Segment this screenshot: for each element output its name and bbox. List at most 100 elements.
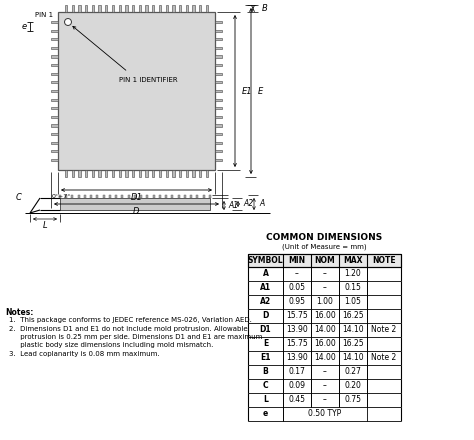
Bar bbox=[173, 170, 174, 177]
Text: 1.  This package conforms to JEDEC reference MS-026, Variation AED.: 1. This package conforms to JEDEC refere… bbox=[9, 317, 252, 323]
Text: –: – bbox=[323, 269, 327, 279]
Bar bbox=[199, 5, 201, 12]
Bar bbox=[139, 170, 141, 177]
Bar bbox=[248, 379, 401, 393]
Text: B: B bbox=[262, 4, 268, 13]
Text: protrusion is 0.25 mm per side. Dimensions D1 and E1 are maximum: protrusion is 0.25 mm per side. Dimensio… bbox=[9, 334, 263, 340]
Text: MIN: MIN bbox=[289, 256, 306, 265]
Bar bbox=[215, 81, 222, 84]
Bar bbox=[85, 5, 87, 12]
Bar bbox=[85, 170, 87, 177]
Bar bbox=[51, 38, 58, 40]
Text: D: D bbox=[133, 206, 140, 216]
Bar bbox=[146, 170, 148, 177]
Bar bbox=[51, 29, 58, 32]
Bar bbox=[118, 170, 121, 177]
Text: B: B bbox=[263, 367, 268, 377]
Bar bbox=[215, 29, 222, 32]
Bar bbox=[197, 195, 199, 198]
Text: –: – bbox=[323, 367, 327, 377]
Bar bbox=[115, 195, 117, 198]
Bar bbox=[105, 5, 108, 12]
Bar bbox=[58, 12, 215, 170]
Text: e: e bbox=[21, 22, 27, 31]
Text: 16.00: 16.00 bbox=[314, 312, 336, 320]
Bar bbox=[92, 170, 94, 177]
Bar bbox=[103, 195, 105, 198]
Bar bbox=[112, 170, 114, 177]
Bar bbox=[199, 170, 201, 177]
Text: Note 2: Note 2 bbox=[371, 353, 397, 363]
Text: 1.00: 1.00 bbox=[317, 297, 333, 307]
Bar bbox=[215, 150, 222, 153]
Bar bbox=[112, 5, 114, 12]
Text: 15.75: 15.75 bbox=[286, 340, 308, 348]
Bar bbox=[159, 5, 161, 12]
Bar bbox=[159, 170, 161, 177]
Bar bbox=[118, 5, 121, 12]
Text: D1: D1 bbox=[130, 192, 143, 202]
Bar bbox=[152, 170, 155, 177]
Bar bbox=[78, 170, 81, 177]
Bar bbox=[152, 5, 155, 12]
Bar bbox=[215, 55, 222, 58]
Bar bbox=[215, 116, 222, 118]
Bar bbox=[92, 5, 94, 12]
Bar bbox=[78, 5, 81, 12]
Bar bbox=[51, 125, 58, 127]
Text: 0.45: 0.45 bbox=[289, 396, 306, 404]
Bar bbox=[215, 90, 222, 92]
Text: (Unit of Measure = mm): (Unit of Measure = mm) bbox=[282, 244, 367, 250]
Text: –: – bbox=[323, 381, 327, 390]
Text: NOTE: NOTE bbox=[372, 256, 396, 265]
Text: E: E bbox=[258, 87, 263, 95]
Bar bbox=[215, 107, 222, 110]
Bar bbox=[109, 195, 111, 198]
Text: 14.00: 14.00 bbox=[314, 353, 336, 363]
Bar bbox=[59, 195, 61, 198]
Bar bbox=[121, 195, 124, 198]
Bar bbox=[248, 267, 401, 281]
Bar bbox=[179, 170, 181, 177]
Bar bbox=[248, 407, 401, 421]
Bar bbox=[159, 195, 161, 198]
Text: 14.10: 14.10 bbox=[342, 326, 364, 334]
Text: A1: A1 bbox=[260, 283, 271, 293]
Bar bbox=[215, 47, 222, 49]
Bar bbox=[65, 5, 67, 12]
Bar bbox=[140, 195, 142, 198]
Text: 0°~7°: 0°~7° bbox=[52, 194, 72, 198]
Bar bbox=[165, 5, 168, 12]
Bar bbox=[51, 64, 58, 66]
Bar bbox=[179, 5, 181, 12]
Text: D: D bbox=[262, 312, 269, 320]
Bar bbox=[51, 107, 58, 110]
Bar bbox=[184, 195, 186, 198]
Text: E1: E1 bbox=[242, 87, 253, 95]
Bar bbox=[215, 38, 222, 40]
Bar bbox=[248, 393, 401, 407]
Bar bbox=[215, 73, 222, 75]
Bar bbox=[248, 295, 401, 309]
Bar bbox=[215, 159, 222, 161]
Bar bbox=[203, 195, 205, 198]
Bar bbox=[215, 142, 222, 144]
Bar bbox=[209, 195, 211, 198]
Bar bbox=[248, 351, 401, 365]
Text: –: – bbox=[323, 283, 327, 293]
Bar bbox=[51, 150, 58, 153]
Bar bbox=[99, 5, 100, 12]
Text: D1: D1 bbox=[260, 326, 271, 334]
Bar bbox=[146, 195, 148, 198]
Bar bbox=[51, 81, 58, 84]
Bar bbox=[72, 195, 73, 198]
Bar bbox=[192, 170, 195, 177]
Text: 16.00: 16.00 bbox=[314, 340, 336, 348]
Bar bbox=[134, 195, 136, 198]
Text: 16.25: 16.25 bbox=[342, 312, 364, 320]
Text: A: A bbox=[263, 269, 268, 279]
Bar bbox=[146, 5, 148, 12]
Text: C: C bbox=[16, 192, 22, 202]
Bar bbox=[132, 170, 134, 177]
Bar bbox=[97, 195, 99, 198]
